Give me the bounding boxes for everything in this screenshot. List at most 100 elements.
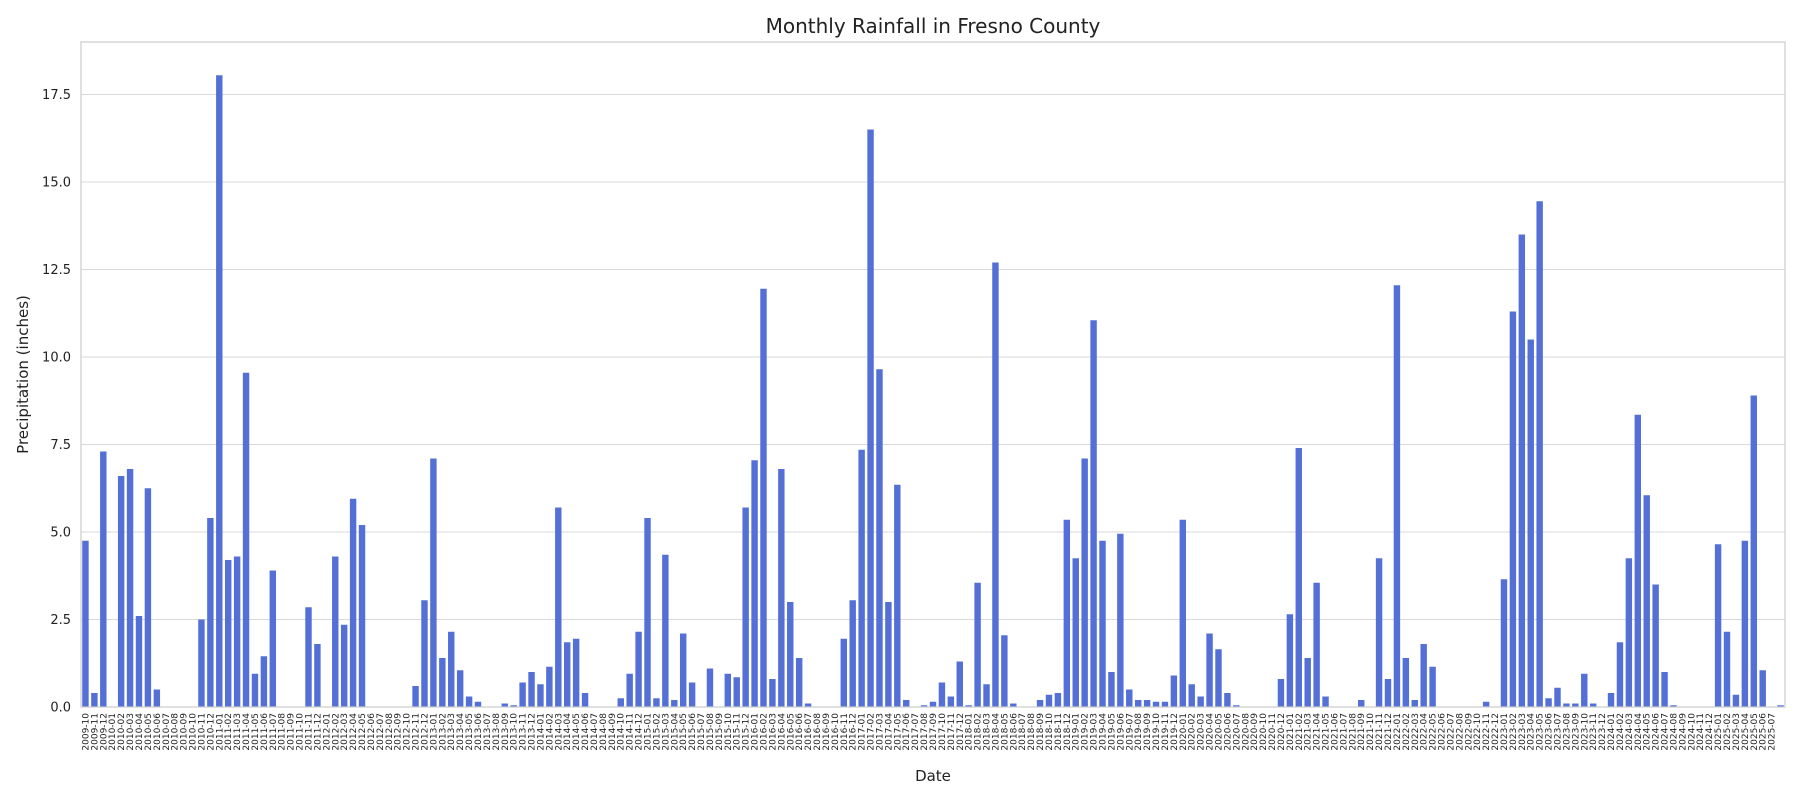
- x-tick-label: 2025-01: [1714, 713, 1724, 751]
- x-tick-label: 2024-11: [1696, 713, 1706, 751]
- bar-2025-04: [1741, 540, 1749, 707]
- x-tick-label: 2020-12: [1277, 713, 1287, 751]
- x-tick-label: 2023-09: [1571, 713, 1581, 751]
- x-tick-label: 2024-10: [1687, 713, 1697, 751]
- x-tick-label: 2017-12: [956, 713, 966, 751]
- bar-2018-04: [992, 262, 999, 707]
- x-tick-label: 2022-03: [1411, 713, 1421, 751]
- bar-2013-10: [510, 705, 517, 707]
- bar-2018-10: [1045, 694, 1053, 707]
- y-tick-label: 10.0: [42, 351, 71, 366]
- x-tick-label: 2013-06: [474, 713, 484, 751]
- bar-2016-06: [795, 658, 803, 707]
- bar-2016-01: [751, 460, 758, 707]
- x-tick-label: 2011-08: [278, 713, 288, 751]
- bar-2021-05: [1322, 696, 1329, 707]
- x-tick-label: 2013-12: [528, 713, 538, 751]
- bar-2010-11: [198, 619, 205, 707]
- x-tick-label: 2025-06: [1759, 713, 1769, 751]
- x-tick-label: 2021-11: [1375, 713, 1385, 751]
- x-tick-label: 2018-09: [1036, 713, 1046, 751]
- x-tick-label: 2021-01: [1286, 713, 1296, 751]
- x-tick-label: 2013-01: [429, 713, 439, 751]
- bar-2012-05: [358, 525, 366, 707]
- x-tick-label: 2023-11: [1589, 713, 1599, 751]
- x-tick-label: 2023-03: [1518, 713, 1528, 751]
- x-tick-label: 2023-07: [1554, 713, 1564, 751]
- x-tick-label: 2014-05: [572, 713, 582, 751]
- x-tick-label: 2024-01: [1607, 713, 1617, 751]
- x-tick-label: 2017-03: [875, 713, 885, 751]
- bar-2022-05: [1429, 666, 1436, 707]
- bar-2019-10: [1152, 701, 1160, 707]
- bar-2015-12: [742, 507, 749, 707]
- x-tick-label: 2016-03: [768, 713, 778, 751]
- x-tick-label: 2013-10: [510, 713, 520, 751]
- bar-2014-10: [617, 698, 624, 707]
- bar-2010-04: [135, 616, 143, 707]
- x-tick-label: 2014-07: [590, 713, 600, 751]
- bar-2018-06: [1010, 703, 1017, 707]
- bar-2013-03: [448, 631, 455, 707]
- x-tick-label: 2020-10: [1259, 713, 1269, 751]
- bar-2023-10: [1581, 673, 1588, 707]
- x-tick-label: 2023-02: [1509, 713, 1519, 751]
- x-tick-label: 2022-07: [1446, 713, 1456, 751]
- x-tick-label: 2016-07: [804, 713, 814, 751]
- x-tick-label: 2010-07: [162, 713, 172, 751]
- x-tick-label: 2022-05: [1429, 713, 1439, 751]
- bar-2018-03: [983, 684, 990, 707]
- x-tick-label: 2020-07: [1232, 713, 1242, 751]
- x-tick-label: 2019-03: [1090, 713, 1100, 751]
- x-tick-label: 2018-08: [1027, 713, 1037, 751]
- x-tick-label: 2014-03: [554, 713, 564, 751]
- bar-2012-02: [332, 556, 339, 707]
- x-tick-label: 2009-11: [90, 713, 100, 751]
- x-tick-label: 2019-09: [1143, 713, 1153, 751]
- bar-2013-01: [430, 458, 437, 707]
- x-tick-label: 2009-12: [99, 713, 109, 751]
- x-tick-label: 2018-10: [1045, 713, 1055, 751]
- x-tick-label: 2010-02: [117, 713, 127, 751]
- x-tick-label: 2019-01: [1072, 713, 1082, 751]
- bar-2025-05: [1750, 395, 1757, 707]
- x-tick-label: 2016-08: [813, 713, 823, 751]
- x-tick-label: 2012-10: [403, 713, 413, 751]
- bar-2016-04: [778, 469, 785, 707]
- x-tick-label: 2016-01: [751, 713, 761, 751]
- x-tick-label: 2011-05: [251, 713, 261, 751]
- x-tick-label: 2016-05: [786, 713, 796, 751]
- x-tick-label: 2012-02: [331, 713, 341, 751]
- x-tick-label: 2013-05: [465, 713, 475, 751]
- x-tick-label: 2011-01: [215, 713, 225, 751]
- y-tick-label: 5.0: [50, 526, 71, 541]
- x-tick-label: 2025-05: [1750, 713, 1760, 751]
- x-tick-label: 2018-04: [991, 713, 1001, 751]
- x-tick-label: 2013-09: [501, 713, 511, 751]
- bar-2019-04: [1099, 540, 1106, 707]
- x-tick-label: 2023-06: [1545, 713, 1555, 751]
- bar-2010-05: [144, 488, 152, 707]
- bar-2018-02: [974, 582, 981, 707]
- x-tick-label: 2011-09: [287, 713, 297, 751]
- y-tick-labels: 0.0 2.5 5.0 7.5 10.0 12.5 15.0 17.5: [42, 88, 71, 716]
- x-tick-label: 2024-08: [1669, 713, 1679, 751]
- bar-2020-05: [1215, 649, 1222, 707]
- bar-2024-04: [1634, 414, 1642, 707]
- x-tick-label: 2014-06: [581, 713, 591, 751]
- x-tick-label: 2019-10: [1152, 713, 1162, 751]
- x-tick-label: 2015-03: [661, 713, 671, 751]
- bar-2013-09: [501, 703, 508, 707]
- x-tick-label: 2010-01: [108, 713, 118, 751]
- bar-2021-04: [1313, 582, 1320, 707]
- bar-2016-05: [787, 602, 794, 707]
- x-tick-label: 2015-01: [644, 713, 654, 751]
- bar-2023-01: [1500, 579, 1508, 707]
- bar-2019-05: [1108, 672, 1115, 707]
- x-tick-label: 2013-08: [492, 713, 502, 751]
- bar-2016-11: [840, 638, 847, 707]
- bar-2019-12: [1170, 675, 1178, 707]
- x-tick-label: 2021-02: [1295, 713, 1305, 751]
- bar-2020-07: [1233, 705, 1240, 707]
- x-tick-label: 2023-10: [1580, 713, 1590, 751]
